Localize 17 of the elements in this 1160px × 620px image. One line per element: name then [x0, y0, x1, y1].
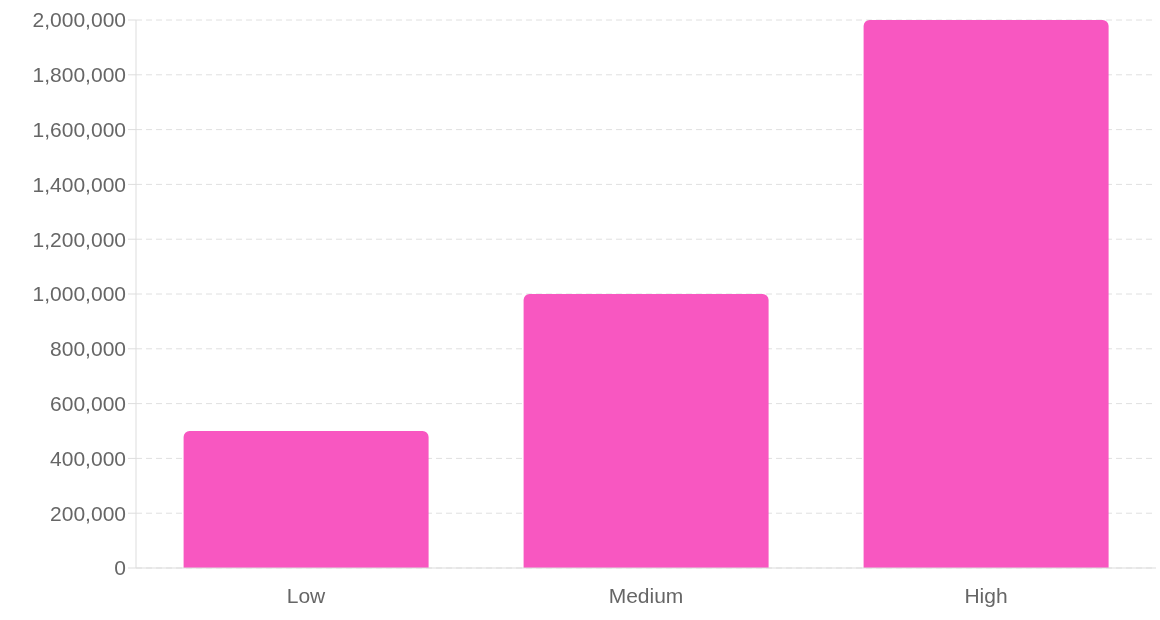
- y-tick-label: 0: [114, 556, 126, 580]
- x-tick-label: Low: [286, 583, 327, 607]
- x-tick-label: High: [964, 583, 1008, 607]
- y-tick-label: 400,000: [50, 446, 126, 470]
- y-tick-label: 200,000: [50, 501, 126, 525]
- y-tick-label: 1,600,000: [32, 118, 126, 142]
- y-tick-label: 600,000: [50, 392, 126, 416]
- bar: [183, 431, 429, 568]
- y-tick-label: 1,400,000: [32, 172, 126, 196]
- y-tick-label: 1,800,000: [32, 63, 126, 87]
- bar: [863, 20, 1109, 568]
- bar: [523, 294, 769, 568]
- y-tick-label: 800,000: [50, 337, 126, 361]
- x-tick-label: Medium: [608, 583, 684, 607]
- y-tick-label: 1,000,000: [32, 282, 126, 306]
- y-tick-label: 2,000,000: [32, 8, 126, 32]
- y-tick-label: 1,200,000: [32, 227, 126, 251]
